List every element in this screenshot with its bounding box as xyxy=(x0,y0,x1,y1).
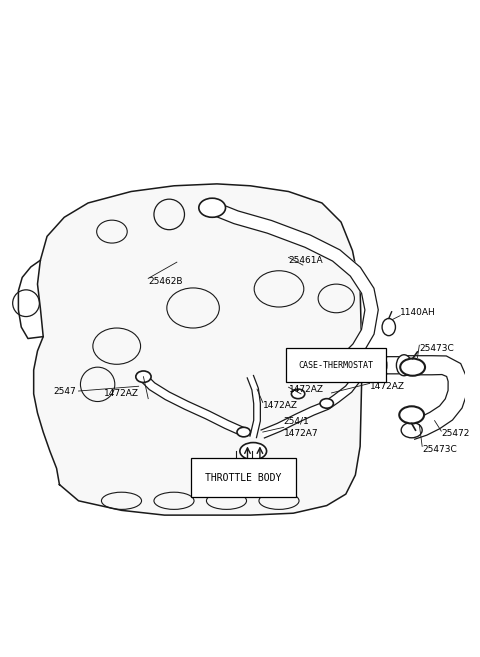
Polygon shape xyxy=(403,355,467,440)
Text: CASE-THERMOSTAT: CASE-THERMOSTAT xyxy=(299,361,374,370)
Text: THROTTLE BODY: THROTTLE BODY xyxy=(205,473,282,483)
Text: 25473C: 25473C xyxy=(420,344,454,353)
Ellipse shape xyxy=(136,371,151,382)
Ellipse shape xyxy=(240,443,266,460)
Text: 1140AH: 1140AH xyxy=(400,308,436,317)
Ellipse shape xyxy=(382,319,396,336)
Polygon shape xyxy=(247,376,260,438)
Ellipse shape xyxy=(237,427,251,437)
Ellipse shape xyxy=(291,389,305,399)
Polygon shape xyxy=(261,362,366,438)
Ellipse shape xyxy=(400,359,425,376)
Text: 1472A7: 1472A7 xyxy=(284,430,318,438)
FancyBboxPatch shape xyxy=(300,353,372,378)
Text: 25472: 25472 xyxy=(441,430,469,438)
Text: 25473C: 25473C xyxy=(422,445,457,454)
Ellipse shape xyxy=(290,355,304,376)
Text: 1472AZ: 1472AZ xyxy=(370,382,405,391)
Ellipse shape xyxy=(396,355,412,376)
Text: 25462B: 25462B xyxy=(148,277,183,286)
Text: 2547: 2547 xyxy=(53,386,76,396)
Polygon shape xyxy=(210,202,378,373)
Polygon shape xyxy=(34,184,362,515)
Polygon shape xyxy=(379,357,398,374)
Text: 25461A: 25461A xyxy=(288,256,323,265)
Text: 1472AZ: 1472AZ xyxy=(263,401,298,410)
Ellipse shape xyxy=(370,352,387,378)
Ellipse shape xyxy=(401,422,422,438)
Text: 1472AZ: 1472AZ xyxy=(104,390,139,398)
Text: 1472AZ: 1472AZ xyxy=(288,384,324,394)
Ellipse shape xyxy=(320,399,334,408)
Text: 254/1: 254/1 xyxy=(284,416,310,425)
Polygon shape xyxy=(140,374,245,436)
Ellipse shape xyxy=(199,198,226,217)
Ellipse shape xyxy=(399,406,424,424)
